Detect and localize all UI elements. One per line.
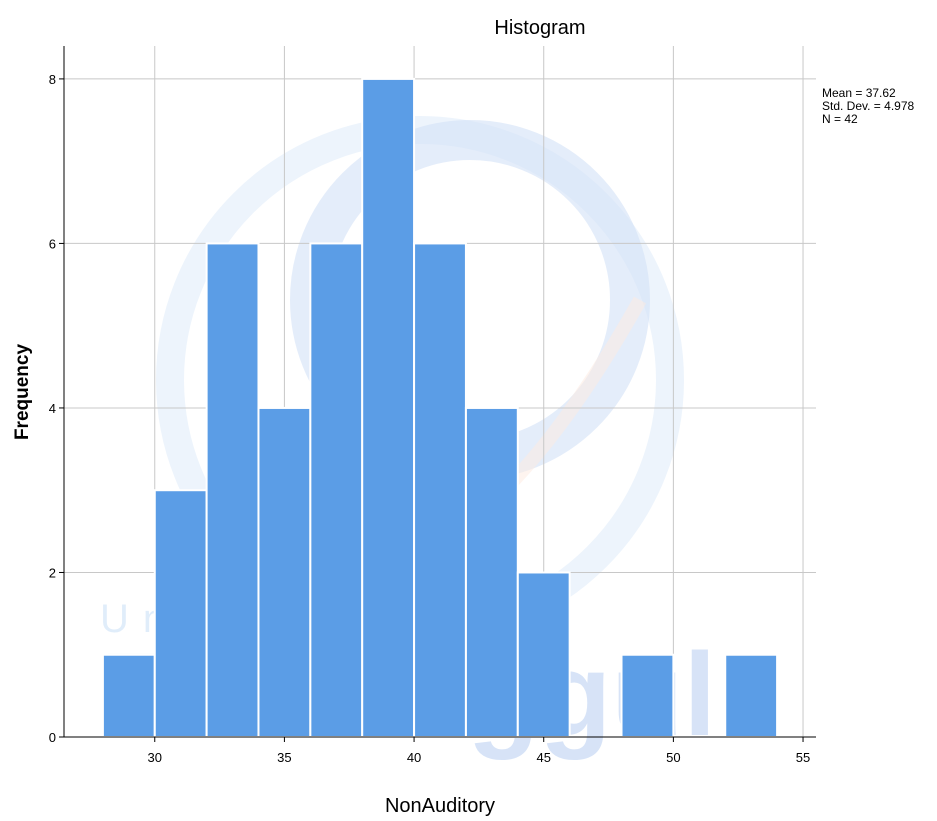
x-tick-label: 50 (666, 750, 680, 765)
y-tick-label: 0 (49, 730, 56, 745)
histogram-bar (205, 242, 260, 739)
histogram-bar (101, 653, 156, 738)
summary-stats: Mean = 37.62 Std. Dev. = 4.978 N = 42 (822, 87, 914, 126)
n-stat: N = 42 (822, 112, 858, 126)
chart-title: Histogram (494, 17, 585, 39)
x-tick-label: 45 (536, 750, 550, 765)
x-tick-label: 30 (148, 750, 162, 765)
x-tick-label: 40 (407, 750, 421, 765)
x-tick-label: 55 (796, 750, 810, 765)
y-tick-label: 8 (49, 72, 56, 87)
histogram-bar (257, 406, 312, 738)
histogram-bar (724, 653, 779, 738)
y-tick-labels: 0 2 4 6 8 (49, 72, 56, 745)
histogram-bar (464, 406, 519, 738)
x-tick-labels: 30 35 40 45 50 55 (148, 750, 811, 765)
y-tick-label: 2 (49, 565, 56, 580)
histogram-bar (620, 653, 675, 738)
x-axis-label: NonAuditory (385, 795, 495, 817)
mean-stat: Mean = 37.62 (822, 86, 896, 100)
axes (59, 46, 816, 742)
std-dev-stat: Std. Dev. = 4.978 (822, 99, 915, 113)
x-tick-label: 35 (277, 750, 291, 765)
histogram-bar (153, 489, 208, 739)
y-axis-label: Frequency (12, 344, 33, 441)
bars-group (101, 77, 779, 739)
y-tick-label: 4 (49, 401, 56, 416)
histogram-bar (309, 242, 364, 739)
histogram-bar (413, 242, 467, 739)
y-tick-label: 6 (49, 236, 56, 251)
histogram-bar (516, 571, 571, 738)
histogram-bar (361, 77, 416, 738)
